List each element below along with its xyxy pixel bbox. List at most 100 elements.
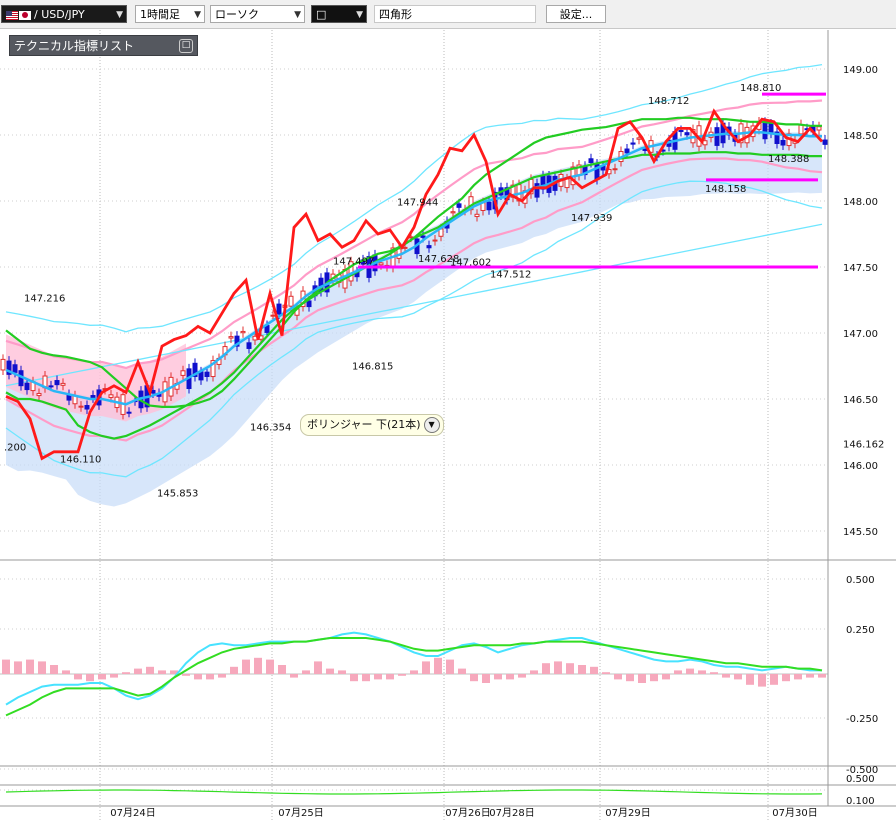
candle-body (588, 158, 594, 163)
drawing-shape-label: 四角形 (379, 8, 412, 21)
candle-body (402, 246, 408, 249)
macd-y-tick-label: -0.250 (846, 714, 878, 725)
x-tick-label: 07月28日 (489, 807, 534, 819)
candle-body (6, 360, 12, 375)
histogram-bar (638, 674, 646, 683)
histogram-bar (494, 674, 502, 680)
drawing-shape-field[interactable]: 四角形 (374, 5, 536, 23)
histogram-bar (62, 670, 70, 674)
price-annotation: 148.388 (768, 154, 809, 165)
histogram-bar (86, 674, 94, 682)
histogram-bar (266, 659, 274, 674)
histogram-bar (110, 674, 118, 678)
histogram-bar (50, 665, 58, 674)
histogram-bar (782, 674, 790, 682)
candle-body (234, 335, 240, 347)
candle-body (12, 364, 18, 373)
chevron-down-icon[interactable]: ▼ (423, 417, 440, 433)
candle-body (306, 300, 312, 308)
candle-body (822, 139, 828, 145)
candle-body (210, 360, 216, 378)
y-tick-label: 149.00 (843, 65, 878, 76)
histogram-bar (662, 674, 670, 680)
bollinger-lower-2 (5, 180, 823, 478)
histogram-bar (686, 668, 694, 674)
ichimoku-cloud (6, 129, 822, 507)
oscillator-line (5, 789, 823, 795)
candle-body (714, 127, 720, 146)
candle-body (486, 201, 492, 211)
x-tick-label: 07月24日 (110, 807, 155, 819)
settings-button[interactable]: 設定... (546, 5, 606, 23)
histogram-bar (554, 661, 562, 674)
chart-area[interactable]: 147.216 146.110 145.853 146.354 146.815 147.4… (0, 28, 896, 820)
currency-pair-select[interactable]: / USD/JPY ▼ (1, 5, 127, 23)
currency-pair-label: / USD/JPY (34, 8, 85, 21)
candle-body (108, 394, 114, 398)
histogram-bar (26, 659, 34, 674)
candle-body (228, 336, 234, 339)
y-tick-label: 145.50 (843, 527, 878, 538)
histogram-bar (698, 670, 706, 674)
candle-body (90, 395, 96, 399)
histogram-bar (566, 663, 574, 674)
indicator-list-panel[interactable]: テクニカル指標リスト □ (9, 35, 198, 56)
color-select[interactable]: □ ▼ (311, 5, 367, 23)
histogram-bar (374, 674, 382, 680)
price-annotations: 147.216 146.110 145.853 146.354 146.815 147.4… (4, 83, 809, 499)
candle-body (378, 262, 384, 266)
candle-body (204, 371, 210, 377)
price-annotation: 147.512 (490, 269, 531, 280)
long-moving-average (5, 223, 823, 387)
histogram-bar (446, 659, 454, 674)
histogram-bar (326, 668, 334, 674)
histogram-bar (590, 666, 598, 674)
candle-body (192, 362, 198, 378)
chart-type-select[interactable]: ローソク ▼ (210, 5, 305, 23)
price-annotation: 146.815 (352, 361, 393, 372)
timeframe-select[interactable]: 1時間足 ▼ (135, 5, 205, 23)
y-tick-label: 148.50 (843, 131, 878, 142)
histogram-bar (518, 674, 526, 678)
candle-body (630, 142, 636, 145)
chevron-down-icon: ▼ (194, 10, 201, 20)
chevron-down-icon: ▼ (116, 10, 123, 20)
histogram-bar (254, 657, 262, 674)
indicator-list-label: テクニカル指標リスト (14, 39, 135, 53)
y-tick-label: 147.50 (843, 263, 878, 274)
histogram-bar (746, 674, 754, 685)
price-annotation: 147.497 (333, 256, 374, 267)
histogram-bar (770, 674, 778, 685)
candle-body (180, 370, 186, 376)
cloud-area (6, 129, 822, 507)
window-button-icon[interactable]: □ (179, 39, 193, 53)
middle-band (5, 131, 822, 406)
candle-body (60, 382, 66, 386)
price-annotation: 147.628 (418, 254, 459, 265)
macd-y-tick-label: 0.500 (846, 575, 875, 586)
candle-body (678, 129, 684, 133)
candle-body (774, 131, 780, 144)
histogram-bar (434, 657, 442, 674)
tooltip-text: ボリンジャー 下(21本) (307, 418, 421, 431)
histogram-bar (458, 668, 466, 674)
histogram-bar (614, 674, 622, 680)
y-tick-label: 147.00 (843, 329, 878, 340)
histogram-bar (530, 670, 538, 674)
histogram-bar (806, 674, 814, 678)
horizontal-levels (358, 92, 826, 269)
candle-body (36, 392, 42, 397)
price-annotation: 145.853 (157, 488, 198, 499)
price-annotation: 148.810 (740, 83, 781, 94)
histogram-bar (278, 665, 286, 674)
signal-line (5, 637, 823, 717)
histogram-bar (758, 674, 766, 687)
histogram-bar (170, 670, 178, 674)
price-annotation: 146.354 (250, 422, 291, 433)
candle-body (48, 385, 54, 388)
y-tick-label: 146.00 (843, 461, 878, 472)
bollinger-lower-1 (5, 157, 823, 442)
candle-body (24, 382, 30, 391)
candle-body (84, 405, 90, 410)
bollinger-tooltip[interactable]: ボリンジャー 下(21本) ▼ (300, 414, 444, 436)
